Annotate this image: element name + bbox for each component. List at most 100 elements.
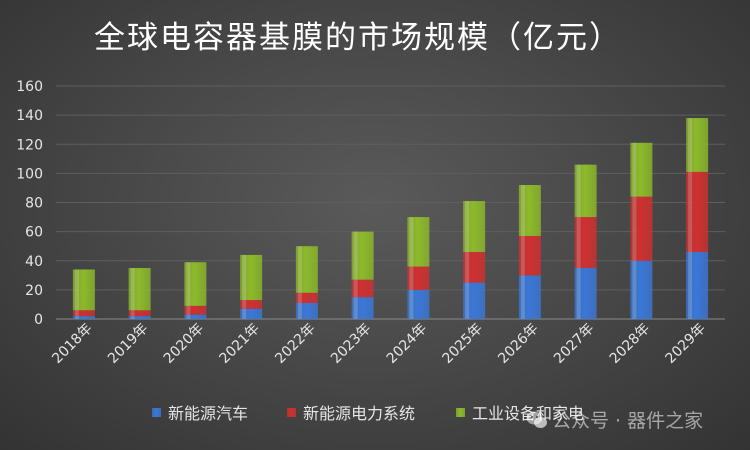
y-tick-label: 60 bbox=[25, 225, 43, 241]
bar-highlight bbox=[520, 185, 525, 236]
bar-segment bbox=[630, 196, 653, 261]
x-tick-label: 2020年 bbox=[161, 321, 207, 367]
legend-swatch bbox=[287, 408, 296, 417]
bar-segment bbox=[240, 254, 263, 301]
y-tick-label: 0 bbox=[34, 312, 43, 328]
bar-highlight bbox=[353, 231, 358, 280]
y-tick-label: 20 bbox=[25, 283, 43, 299]
grid-lines bbox=[56, 85, 725, 320]
bar-highlight bbox=[409, 289, 414, 319]
bar-segment bbox=[240, 308, 263, 319]
legend-swatch bbox=[152, 408, 161, 417]
bar-highlight bbox=[632, 196, 637, 261]
bar-segment bbox=[184, 314, 207, 319]
bar-highlight bbox=[74, 310, 79, 317]
x-tick-label: 2018年 bbox=[49, 321, 95, 367]
bar-segment bbox=[184, 262, 207, 306]
x-tick-label: 2027年 bbox=[551, 321, 597, 367]
x-tick-label: 2023年 bbox=[328, 321, 374, 367]
watermark: 公众号 · 器件之家 bbox=[526, 406, 703, 433]
bar-segment bbox=[351, 297, 374, 319]
bar-highlight bbox=[576, 268, 581, 319]
bar-segment bbox=[407, 217, 430, 267]
bar-segment bbox=[463, 201, 486, 253]
bar-segment bbox=[518, 185, 541, 236]
y-tick-label: 40 bbox=[25, 254, 43, 270]
legend-label: 工业设备和家电 bbox=[472, 404, 584, 423]
bar-highlight bbox=[632, 260, 637, 319]
bar-segment bbox=[72, 310, 95, 317]
bar-segment bbox=[463, 282, 486, 319]
bar-segment bbox=[686, 118, 709, 172]
bar-highlight bbox=[353, 279, 358, 298]
bar-highlight bbox=[297, 292, 302, 303]
bar-highlight bbox=[465, 282, 470, 319]
bar-segment bbox=[407, 289, 430, 319]
bar-segment bbox=[574, 268, 597, 319]
y-tick-label: 140 bbox=[16, 108, 43, 124]
bar-segment bbox=[295, 292, 318, 303]
bar-highlight bbox=[242, 254, 247, 301]
bar-highlight bbox=[186, 305, 191, 315]
bar-highlight bbox=[74, 269, 79, 311]
bar-segment bbox=[518, 235, 541, 276]
legend-swatch bbox=[456, 408, 465, 417]
bar-segment bbox=[407, 266, 430, 290]
y-tick-label: 80 bbox=[25, 196, 43, 212]
bar-highlight bbox=[688, 118, 693, 172]
x-tick-label: 2029年 bbox=[663, 321, 709, 367]
bar-highlight bbox=[576, 217, 581, 269]
x-tick-label: 2022年 bbox=[272, 321, 318, 367]
bar-highlight bbox=[353, 297, 358, 319]
bar-highlight bbox=[130, 268, 135, 311]
wechat-icon bbox=[526, 410, 548, 430]
bar-segment bbox=[128, 268, 151, 311]
bar-highlight bbox=[688, 252, 693, 319]
bar-segment bbox=[686, 252, 709, 319]
x-tick-label: 2026年 bbox=[495, 321, 541, 367]
x-tick-label: 2028年 bbox=[607, 321, 653, 367]
x-axis: 2018年 2019年 2020年 2021年 2022年 2023年 2024年 2025年… bbox=[49, 321, 709, 367]
bar-highlight bbox=[576, 164, 581, 218]
bar-segment bbox=[295, 246, 318, 293]
bar-segment bbox=[574, 217, 597, 269]
bar-segment bbox=[128, 310, 151, 317]
bar-segment bbox=[128, 316, 151, 319]
x-tick-label: 2021年 bbox=[217, 321, 263, 367]
y-tick-label: 160 bbox=[16, 79, 43, 95]
bar-highlight bbox=[520, 235, 525, 276]
bar-highlight bbox=[186, 314, 191, 319]
legend-label: 新能源汽车 bbox=[168, 404, 248, 423]
bar-segment bbox=[686, 171, 709, 253]
bar-series bbox=[72, 118, 709, 319]
bar-segment bbox=[463, 252, 486, 283]
bar-highlight bbox=[242, 308, 247, 319]
legend: 新能源汽车 新能源电力系统 工业设备和家电 bbox=[152, 404, 584, 423]
x-tick-label: 2024年 bbox=[384, 321, 430, 367]
bar-highlight bbox=[688, 171, 693, 253]
bar-segment bbox=[184, 305, 207, 315]
bar-highlight bbox=[520, 275, 525, 319]
bar-segment bbox=[630, 260, 653, 319]
chart-title: 全球电容器基膜的市场规模（亿元） bbox=[94, 20, 622, 56]
bar-highlight bbox=[409, 217, 414, 267]
bar-segment bbox=[351, 279, 374, 298]
bar-segment bbox=[574, 164, 597, 218]
bar-highlight bbox=[297, 246, 302, 293]
bar-segment bbox=[295, 302, 318, 319]
bar-highlight bbox=[465, 201, 470, 253]
bar-segment bbox=[240, 300, 263, 309]
bar-highlight bbox=[74, 316, 79, 319]
watermark-text: 公众号 · 器件之家 bbox=[552, 410, 704, 432]
bar-highlight bbox=[186, 262, 191, 306]
x-tick-label: 2019年 bbox=[105, 321, 151, 367]
y-tick-label: 100 bbox=[16, 166, 43, 182]
bar-highlight bbox=[465, 252, 470, 283]
y-tick-label: 120 bbox=[16, 137, 43, 153]
y-axis: 0 20 40 60 80 100 120 140 160 bbox=[16, 79, 43, 328]
bar-segment bbox=[351, 231, 374, 280]
bar-highlight bbox=[130, 316, 135, 319]
bar-highlight bbox=[130, 310, 135, 317]
bar-segment bbox=[72, 269, 95, 311]
